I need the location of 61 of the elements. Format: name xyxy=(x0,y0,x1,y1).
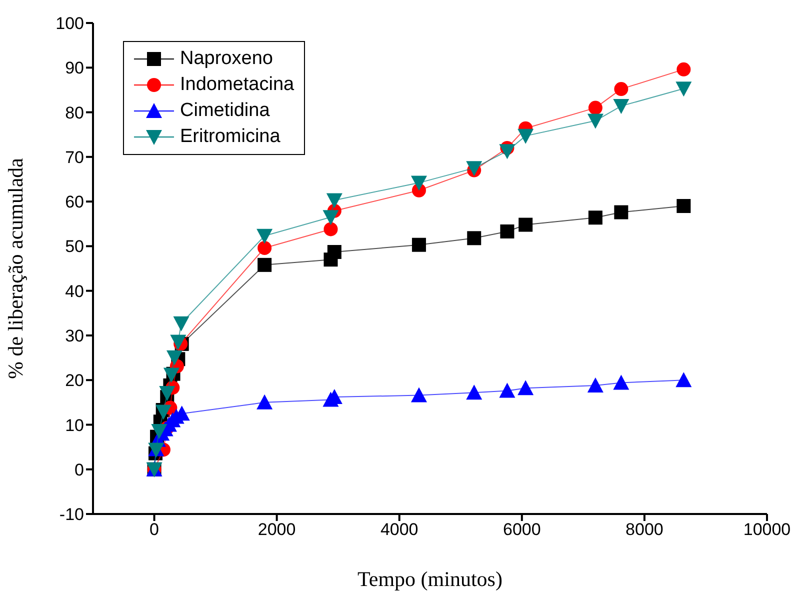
point xyxy=(587,377,604,392)
y-tick-label: 20 xyxy=(65,371,84,390)
y-tick-label: 90 xyxy=(65,58,84,78)
point xyxy=(412,238,426,252)
point xyxy=(410,176,427,191)
point xyxy=(466,384,482,400)
point xyxy=(324,222,338,236)
legend-label: Cimetidina xyxy=(180,100,270,122)
x-tick-label: 4000 xyxy=(380,520,418,540)
point xyxy=(613,374,630,390)
y-tick-label: 100 xyxy=(56,14,84,34)
y-tick-label: -10 xyxy=(59,505,84,524)
point xyxy=(587,114,604,129)
point xyxy=(258,240,272,255)
point xyxy=(613,99,630,114)
point xyxy=(676,62,691,76)
x-tick-label: 0 xyxy=(150,520,160,540)
point xyxy=(163,368,180,383)
y-tick-label: 80 xyxy=(65,103,84,122)
point xyxy=(499,382,516,398)
y-tick-label: 70 xyxy=(65,148,84,167)
point xyxy=(327,244,342,259)
legend-label: Naproxeno xyxy=(180,48,273,70)
point xyxy=(258,258,272,272)
point xyxy=(326,193,342,208)
y-tick-label: 50 xyxy=(65,237,84,256)
legend-label: Indometacina xyxy=(180,74,294,96)
point xyxy=(166,350,182,366)
point xyxy=(588,100,602,115)
x-tick-label: 8000 xyxy=(626,520,664,540)
point xyxy=(322,210,339,226)
point xyxy=(159,386,176,402)
point xyxy=(256,228,273,244)
point xyxy=(676,82,692,97)
y-tick-label: 60 xyxy=(65,192,84,212)
y-tick-label: 10 xyxy=(65,416,84,435)
y-tick-label: 0 xyxy=(74,460,84,480)
x-axis-title: Tempo (minutos) xyxy=(358,567,502,591)
point xyxy=(410,387,427,402)
y-axis-title: % de liberação acumulada xyxy=(3,157,28,379)
point xyxy=(173,316,190,332)
legend-label: Eritromicina xyxy=(180,126,280,148)
point xyxy=(500,224,514,238)
point xyxy=(499,144,516,160)
y-tick-label: 40 xyxy=(65,282,84,301)
x-tick-label: 6000 xyxy=(502,520,541,540)
point xyxy=(170,334,186,350)
point xyxy=(614,205,628,220)
x-tick-label: 10000 xyxy=(743,520,791,540)
point xyxy=(467,231,482,246)
point xyxy=(256,394,273,410)
point xyxy=(676,372,692,388)
point xyxy=(518,128,534,144)
point xyxy=(614,82,628,96)
point xyxy=(155,404,172,420)
point xyxy=(676,199,691,214)
y-tick-label: 30 xyxy=(65,326,84,346)
x-tick-label: 2000 xyxy=(258,520,296,540)
point xyxy=(588,210,602,225)
point xyxy=(518,218,533,232)
point xyxy=(518,380,534,396)
